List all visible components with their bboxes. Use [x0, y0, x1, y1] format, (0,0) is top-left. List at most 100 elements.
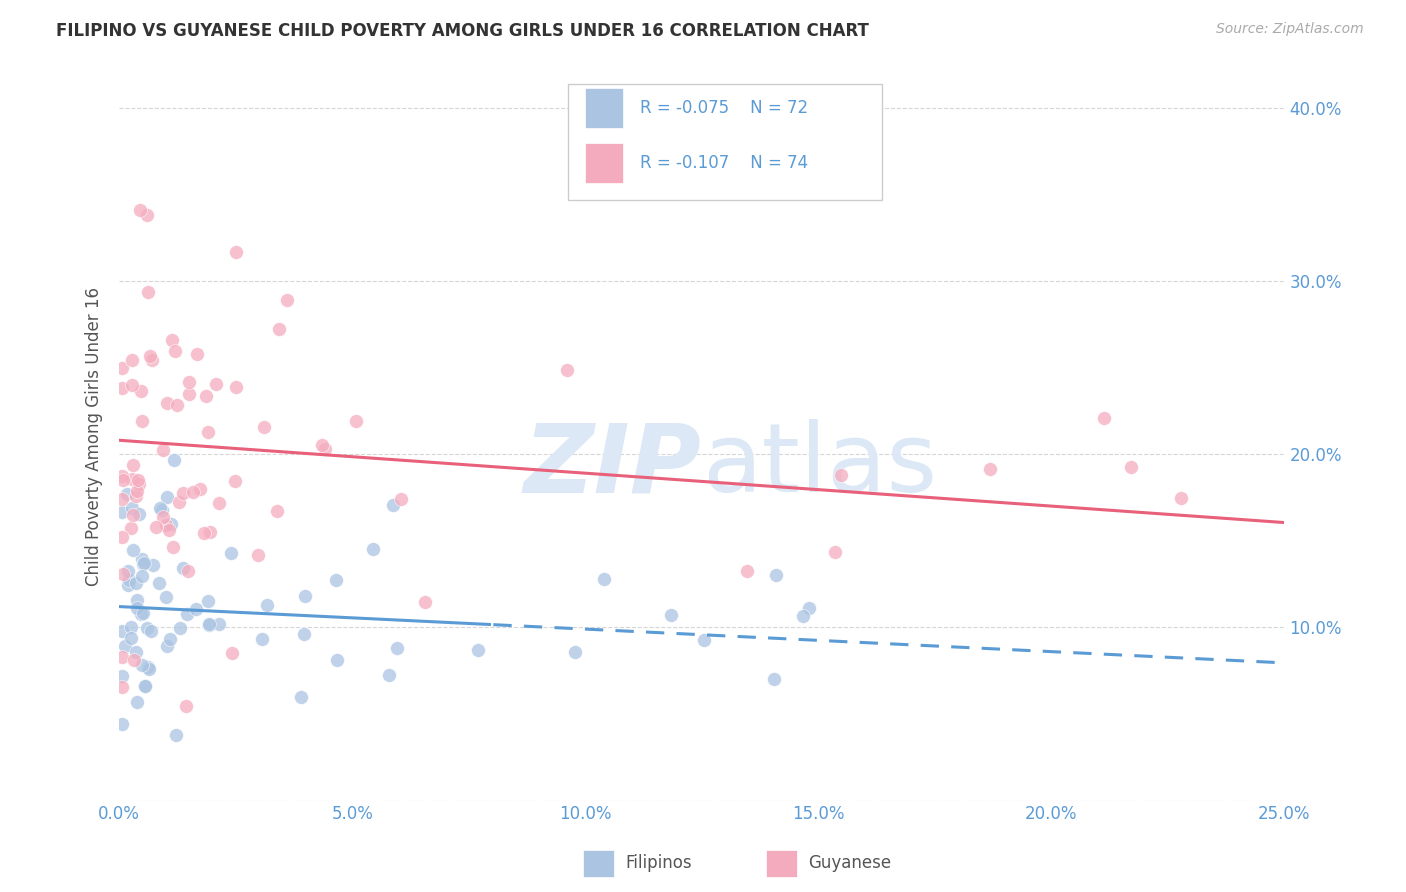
Point	[160, 516, 183, 531]
Point	[136, 285, 159, 300]
Point	[111, 505, 134, 519]
Point	[165, 728, 187, 742]
Point	[125, 695, 148, 709]
Point	[221, 646, 243, 660]
Point	[139, 624, 162, 638]
Point	[120, 620, 142, 634]
Point	[111, 650, 134, 665]
Point	[127, 483, 149, 498]
Point	[132, 606, 155, 620]
Point	[344, 414, 367, 428]
Point	[134, 556, 156, 570]
Point	[176, 607, 198, 621]
Point	[163, 453, 186, 467]
Point	[797, 600, 820, 615]
Point	[120, 521, 142, 535]
Point	[555, 363, 578, 377]
Point	[110, 680, 132, 694]
Point	[276, 293, 298, 307]
Point	[118, 573, 141, 587]
Point	[250, 632, 273, 646]
Point	[389, 491, 412, 506]
Point	[111, 624, 134, 638]
Point	[141, 353, 163, 368]
Point	[247, 548, 270, 562]
Point	[269, 322, 291, 336]
Point	[183, 485, 205, 500]
Point	[1119, 459, 1142, 474]
Point	[129, 203, 152, 218]
Point	[142, 558, 165, 573]
Point	[179, 387, 201, 401]
Point	[121, 472, 143, 486]
Point	[120, 632, 142, 646]
Point	[166, 398, 188, 412]
Point	[122, 543, 145, 558]
Point	[174, 699, 197, 714]
Point	[157, 524, 180, 538]
Point	[290, 690, 312, 704]
Point	[172, 486, 194, 500]
Point	[184, 602, 207, 616]
Point	[169, 621, 191, 635]
Point	[693, 632, 716, 647]
Point	[122, 458, 145, 472]
Point	[311, 438, 333, 452]
Point	[128, 507, 150, 521]
Text: ZIP: ZIP	[524, 419, 702, 512]
Point	[188, 483, 211, 497]
Point	[148, 575, 170, 590]
Point	[382, 498, 405, 512]
Point	[117, 564, 139, 578]
Point	[117, 578, 139, 592]
Point	[110, 361, 132, 376]
Point	[110, 716, 132, 731]
Point	[159, 632, 181, 647]
Point	[129, 384, 152, 398]
Point	[150, 503, 173, 517]
Point	[765, 567, 787, 582]
Point	[121, 377, 143, 392]
Point	[155, 517, 177, 532]
Text: FILIPINO VS GUYANESE CHILD POVERTY AMONG GIRLS UNDER 16 CORRELATION CHART: FILIPINO VS GUYANESE CHILD POVERTY AMONG…	[56, 22, 869, 40]
Point	[124, 653, 146, 667]
Point	[114, 639, 136, 653]
Point	[204, 376, 226, 391]
Point	[830, 468, 852, 483]
Point	[128, 477, 150, 491]
Point	[198, 524, 221, 539]
Point	[792, 608, 814, 623]
Point	[208, 496, 231, 510]
Point	[197, 425, 219, 440]
Point	[131, 657, 153, 672]
Point	[125, 601, 148, 615]
Point	[135, 621, 157, 635]
Text: atlas: atlas	[702, 419, 936, 512]
Point	[110, 469, 132, 483]
Point	[314, 442, 336, 456]
Point	[125, 645, 148, 659]
Point	[659, 607, 682, 622]
Point	[138, 662, 160, 676]
Point	[197, 616, 219, 631]
Point	[387, 641, 409, 656]
Point	[413, 595, 436, 609]
Point	[177, 375, 200, 389]
Point	[162, 540, 184, 554]
Point	[593, 572, 616, 586]
Point	[145, 520, 167, 534]
Point	[186, 347, 208, 361]
Point	[121, 501, 143, 516]
FancyBboxPatch shape	[585, 143, 623, 183]
Point	[193, 526, 215, 541]
Point	[467, 642, 489, 657]
Point	[156, 640, 179, 654]
Point	[208, 617, 231, 632]
Point	[155, 590, 177, 604]
Point	[111, 669, 134, 683]
Point	[134, 680, 156, 694]
Point	[763, 672, 786, 686]
Point	[1092, 410, 1115, 425]
Point	[294, 589, 316, 603]
Point	[292, 627, 315, 641]
